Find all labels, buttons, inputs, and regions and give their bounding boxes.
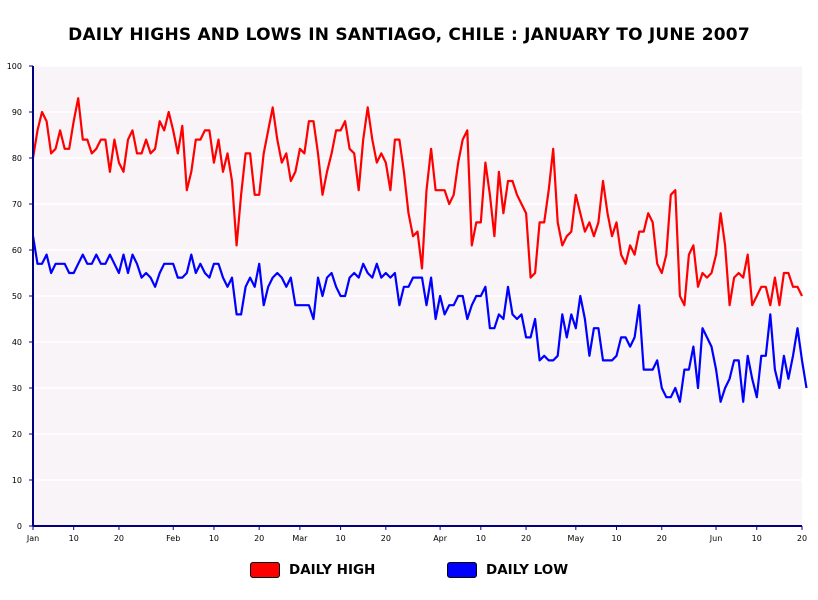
x-tick-label: Feb <box>166 534 180 543</box>
y-tick-label: 80 <box>12 154 22 163</box>
x-tick-label: 10 <box>69 534 79 543</box>
y-tick-label: 10 <box>12 476 22 485</box>
x-tick-label: 10 <box>611 534 621 543</box>
x-tick-label: Jan <box>26 534 39 543</box>
y-tick-label: 60 <box>12 246 22 255</box>
legend-item-high: DAILY HIGH <box>250 562 375 578</box>
y-tick-label: 20 <box>12 430 22 439</box>
x-tick-label: 20 <box>521 534 531 543</box>
x-tick-label: 20 <box>797 534 807 543</box>
x-tick-label: 10 <box>752 534 762 543</box>
y-tick-label: 90 <box>12 108 22 117</box>
x-tick-label: 10 <box>336 534 346 543</box>
series-line-daily-high <box>31 97 803 307</box>
y-tick-label: 0 <box>17 522 22 531</box>
legend-label-low: DAILY LOW <box>486 562 569 578</box>
x-tick-label: 10 <box>209 534 219 543</box>
legend-swatch-high <box>250 562 280 578</box>
legend-label-high: DAILY HIGH <box>289 562 376 578</box>
x-axis-ticks: Jan 10 20 Feb 10 20 Mar 10 20 Apr 10 20 May 10 20 Jun 10… <box>26 526 807 543</box>
y-tick-label: 40 <box>12 338 22 347</box>
chart-title: DAILY HIGHS AND LOWS IN SANTIAGO, CHILE … <box>68 25 750 45</box>
x-tick-label: 20 <box>254 534 264 543</box>
x-tick-label: 20 <box>381 534 391 543</box>
series-lines <box>31 97 808 403</box>
x-tick-label: Apr <box>433 534 448 543</box>
legend-item-low: DAILY LOW <box>447 562 568 578</box>
y-tick-label: 50 <box>12 292 22 301</box>
x-tick-label: 20 <box>657 534 667 543</box>
legend: DAILY HIGH DAILY LOW <box>0 562 818 582</box>
series-line-daily-low <box>31 236 808 403</box>
y-tick-label: 100 <box>7 62 22 71</box>
gridlines <box>33 65 802 481</box>
y-tick-label: 30 <box>12 384 22 393</box>
legend-swatch-low <box>447 562 477 578</box>
x-tick-label: 10 <box>476 534 486 543</box>
x-tick-label: Mar <box>292 534 308 543</box>
x-tick-label: May <box>568 534 585 543</box>
x-tick-label: Jun <box>709 534 723 543</box>
y-tick-label: 70 <box>12 200 22 209</box>
x-tick-label: 20 <box>114 534 124 543</box>
y-axis-ticks: 0 10 20 30 40 50 60 70 80 90 100 <box>7 62 33 531</box>
